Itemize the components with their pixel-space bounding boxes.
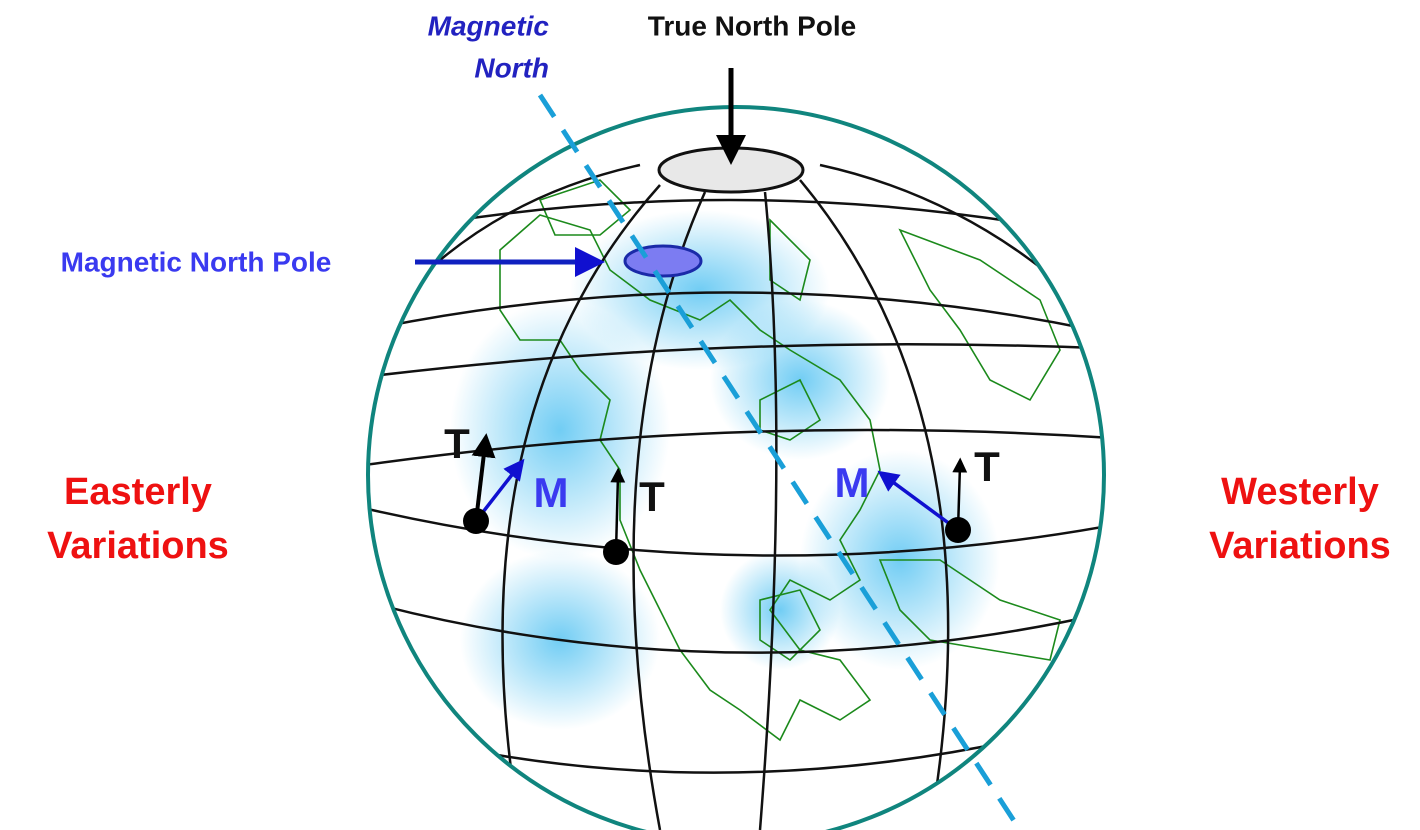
- magnetic-north-label: North: [474, 52, 549, 83]
- true-north-label: True North Pole: [648, 10, 856, 41]
- magnetic-meridian: [537, 93, 1023, 830]
- magnetic-pole: [623, 244, 703, 278]
- westerly-label: Variations: [1209, 525, 1391, 567]
- globe-outline: [366, 105, 1106, 830]
- location-dot: [945, 517, 971, 543]
- globe: [368, 107, 1104, 830]
- magnetic-marker: M: [534, 469, 569, 516]
- location-dot: [603, 539, 629, 565]
- location-dot: [463, 508, 489, 534]
- easterly-label: Easterly: [64, 471, 212, 513]
- magnetic-north-label: Magnetic: [428, 10, 550, 41]
- magnetic-pole-label: Magnetic North Pole: [61, 246, 332, 277]
- true-marker: T: [974, 443, 1000, 490]
- magnetic-arrow: [877, 470, 960, 532]
- true-marker: T: [639, 473, 665, 520]
- true-marker: T: [444, 420, 470, 467]
- westerly-label: Westerly: [1221, 471, 1379, 513]
- easterly-label: Variations: [47, 525, 229, 567]
- true-pole-cap: [657, 146, 805, 194]
- magnetic-marker: M: [835, 459, 870, 506]
